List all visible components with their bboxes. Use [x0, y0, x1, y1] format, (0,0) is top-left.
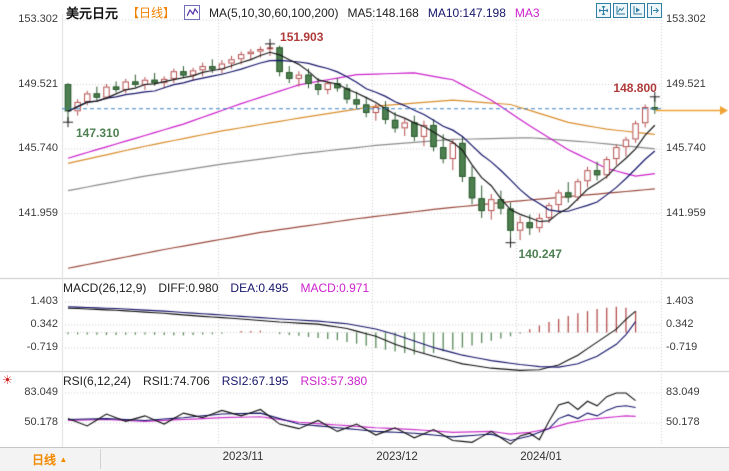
macd-axis-label: 1.403	[30, 295, 58, 307]
low-price-label: 140.247	[518, 246, 562, 261]
macd-diff-value: DIFF:0.980	[158, 281, 219, 295]
period-selector-label: 日线	[32, 453, 57, 467]
macd-axis-label: 0.342	[30, 318, 58, 330]
chart-header: 美元日元 【日线】 MA(5,10,30,60,100,200) MA5:148…	[66, 3, 540, 22]
rsi-axis-label: 50.178	[666, 416, 700, 428]
macd-dea-value: DEA:0.495	[230, 281, 289, 295]
rsi1-value: RSI1:74.706	[143, 374, 210, 388]
rsi2-value: RSI2:67.195	[221, 374, 289, 388]
export-right-icon[interactable]	[647, 3, 662, 18]
time-axis-bar	[0, 447, 729, 471]
ma10-value: MA10:147.198	[427, 5, 506, 20]
period-selector-button[interactable]: 日线 ▲	[32, 451, 67, 468]
ma30-value-truncated: MA3	[514, 5, 540, 20]
move-crosshair-icon[interactable]	[596, 3, 611, 18]
rsi-axis-label: 50.178	[24, 416, 58, 428]
ma-settings-label: MA(5,10,30,60,100,200)	[209, 5, 339, 20]
rsi-title: RSI(6,12,24)	[63, 374, 132, 388]
time-axis-label: 2023/12	[376, 451, 418, 463]
settings-sun-icon[interactable]: ☀	[2, 373, 13, 387]
chart-toolbar	[596, 3, 662, 18]
chart-scale-icon[interactable]	[613, 3, 628, 18]
price-axis-label: 153.302	[18, 13, 58, 25]
rsi3-value: RSI3:57.380	[300, 374, 368, 388]
chevron-up-icon: ▲	[59, 455, 68, 464]
low-price-label: 147.310	[76, 126, 120, 141]
rsi-panel-header: RSI(6,12,24) RSI1:74.706 RSI2:67.195 RSI…	[63, 374, 367, 388]
ma5-value: MA5:148.168	[347, 5, 419, 20]
rsi-axis-label: 83.049	[666, 386, 700, 398]
chart-play-icon[interactable]	[630, 3, 645, 18]
macd-axis-label: 1.403	[666, 295, 694, 307]
macd-axis-label: 0.342	[666, 318, 694, 330]
macd-axis-label: -0.719	[666, 341, 698, 353]
price-axis-label: 149.521	[666, 78, 706, 90]
time-axis-label: 2023/11	[222, 451, 264, 463]
bottom-bar-divider	[100, 449, 101, 469]
period-tag: 【日线】	[127, 6, 176, 20]
price-axis-label: 145.740	[18, 142, 58, 154]
price-axis-label: 153.302	[666, 13, 706, 25]
symbol-title: 美元日元	[66, 6, 119, 21]
high-price-label: 151.903	[280, 29, 324, 44]
rsi-axis-label: 83.049	[24, 386, 58, 398]
macd-title: MACD(26,12,9)	[63, 281, 147, 295]
macd-axis-label: -0.719	[26, 341, 58, 353]
high-price-label: 148.800	[613, 80, 657, 95]
time-axis-label: 2024/01	[520, 451, 562, 463]
ma-indicator-icon	[184, 5, 201, 20]
macd-panel-header: MACD(26,12,9) DIFF:0.980 DEA:0.495 MACD:…	[63, 281, 369, 295]
macd-value: MACD:0.971	[300, 281, 370, 295]
price-axis-label: 141.959	[666, 207, 706, 219]
price-axis-label: 149.521	[18, 78, 58, 90]
price-axis-label: 145.740	[666, 142, 706, 154]
price-axis-label: 141.959	[18, 207, 58, 219]
